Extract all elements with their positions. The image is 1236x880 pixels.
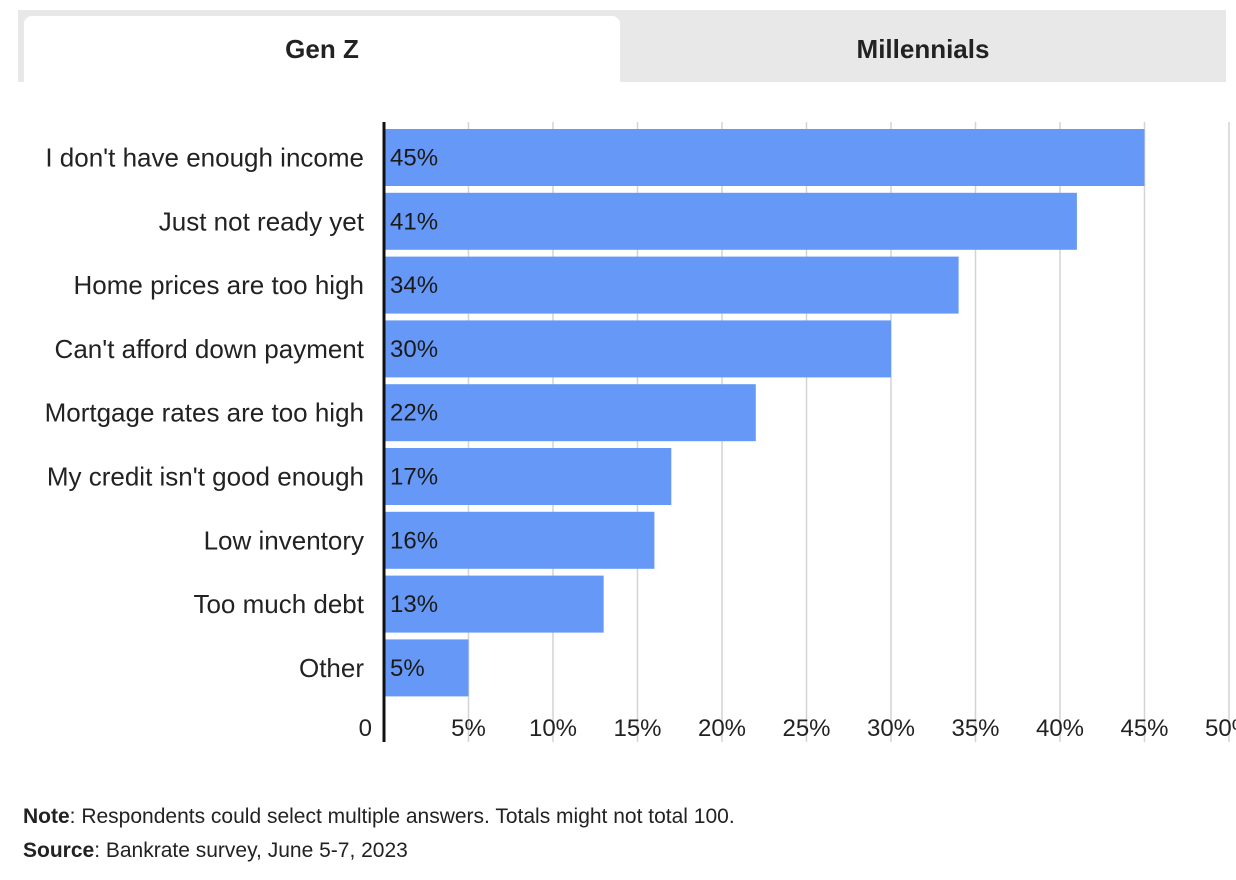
bar-value-label: 13% (390, 591, 438, 618)
source-line: Source: Bankrate survey, June 5-7, 2023 (23, 834, 735, 868)
bar (384, 256, 959, 314)
bar-value-label: 41% (390, 208, 438, 235)
bar-value-label: 30% (390, 336, 438, 363)
tab-millennials[interactable]: Millennials (856, 33, 990, 64)
x-tick-label: 15% (613, 715, 661, 742)
bar (384, 320, 891, 378)
bar (384, 448, 672, 505)
bar-value-label: 45% (390, 145, 438, 172)
bar-value-label: 17% (390, 464, 438, 491)
bar (384, 384, 756, 442)
x-tick-label: 40% (1036, 715, 1084, 742)
bar-value-label: 5% (390, 655, 425, 682)
bar-value-label: 22% (390, 400, 438, 427)
category-label: Too much debt (193, 589, 364, 619)
category-label: Mortgage rates are too high (45, 398, 364, 428)
bar (384, 192, 1077, 250)
note-label: Note (23, 805, 70, 828)
category-label: My credit isn't good enough (47, 462, 364, 492)
x-tick-label: 30% (867, 715, 915, 742)
x-tick-label: 10% (529, 715, 577, 742)
bar (384, 129, 1145, 186)
bars: 45% 41% 34% 30% 22% 17% 16% 13% 5% (384, 129, 1145, 697)
x-tick-label: 5% (451, 715, 486, 742)
x-tick-label: 20% (698, 715, 746, 742)
bar (384, 511, 655, 569)
x-tick-labels: 0 5% 10% 15% 20% 25% 30% 35% 40% 45% 50% (359, 715, 1236, 742)
note-text: : Respondents could select multiple answ… (69, 805, 735, 828)
x-tick-label: 35% (951, 715, 999, 742)
x-tick-label: 25% (782, 715, 830, 742)
bar (384, 575, 604, 633)
generation-tabs: Gen Z Millennials (18, 10, 1226, 82)
category-label: I don't have enough income (45, 143, 364, 173)
category-labels: I don't have enough income Just not ready… (45, 143, 365, 683)
tab-gen-z[interactable]: Gen Z (24, 16, 620, 82)
category-label: Can't afford down payment (55, 334, 365, 364)
category-label: Home prices are too high (74, 270, 364, 300)
footnotes: Note: Respondents could select multiple … (23, 800, 735, 868)
bar (384, 639, 469, 697)
note-line: Note: Respondents could select multiple … (23, 800, 735, 834)
x-tick-label: 45% (1120, 715, 1168, 742)
source-label: Source (23, 839, 95, 862)
category-label: Low inventory (204, 525, 364, 555)
bar-value-label: 34% (390, 272, 438, 299)
bar-value-label: 16% (390, 527, 438, 554)
category-label: Just not ready yet (159, 206, 365, 236)
category-label: Other (299, 653, 364, 683)
source-text: : Bankrate survey, June 5-7, 2023 (94, 839, 408, 862)
x-tick-label: 0 (359, 715, 372, 742)
x-tick-label: 50% (1205, 715, 1236, 742)
